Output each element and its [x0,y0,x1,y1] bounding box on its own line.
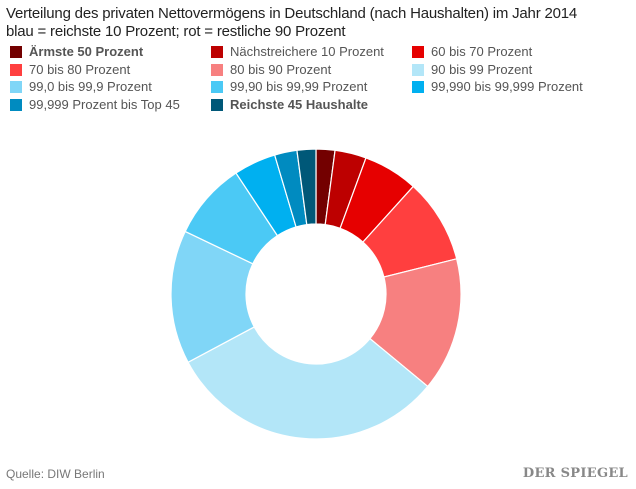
legend-item: Ärmste 50 Prozent [10,43,143,60]
legend-item: Reichste 45 Haushalte [211,96,368,113]
chart-title: Verteilung des privaten Nettovermögens i… [6,5,578,22]
legend-swatch [211,45,223,58]
legend-item: 99,0 bis 99,9 Prozent [10,78,152,95]
legend-swatch [412,63,424,76]
legend-swatch [10,80,22,93]
legend-item: 90 bis 99 Prozent [412,61,532,78]
legend-swatch [10,98,22,111]
legend-swatch [412,80,424,93]
donut-slice [296,148,317,226]
legend-label: 70 bis 80 Prozent [29,62,131,77]
legend-label: Nächstreichere 10 Prozent [230,44,384,59]
legend-swatch [412,45,424,58]
legend-swatch [211,63,223,76]
legend-item: 60 bis 70 Prozent [412,43,532,60]
legend-label: 99,90 bis 99,99 Prozent [230,79,368,94]
legend-swatch [10,63,22,76]
donut-slice [187,326,429,440]
publisher-logo: DER SPIEGEL [522,466,628,481]
legend-label: 99,0 bis 99,9 Prozent [29,79,152,94]
chart-subtitle: blau = reichste 10 Prozent; rot = restli… [6,23,346,40]
legend-item: 99,999 Prozent bis Top 45 [10,96,180,113]
legend-label: 90 bis 99 Prozent [431,62,533,77]
source-note: Quelle: DIW Berlin [6,467,105,481]
legend-item: 99,90 bis 99,99 Prozent [211,78,367,95]
legend-label: Reichste 45 Haushalte [230,97,369,112]
legend-label: Ärmste 50 Prozent [29,44,144,59]
legend-item: Nächstreichere 10 Prozent [211,43,384,60]
legend-label: 99,999 Prozent bis Top 45 [29,97,180,112]
legend-item: 80 bis 90 Prozent [211,61,331,78]
legend-item: 99,990 bis 99,999 Prozent [412,78,583,95]
legend-item: 70 bis 80 Prozent [10,61,130,78]
legend-swatch [211,98,223,111]
legend-label: 99,990 bis 99,999 Prozent [431,79,583,94]
legend-swatch [211,80,223,93]
legend-swatch [10,45,22,58]
legend-label: 80 bis 90 Prozent [230,62,332,77]
legend-label: 60 bis 70 Prozent [431,44,533,59]
